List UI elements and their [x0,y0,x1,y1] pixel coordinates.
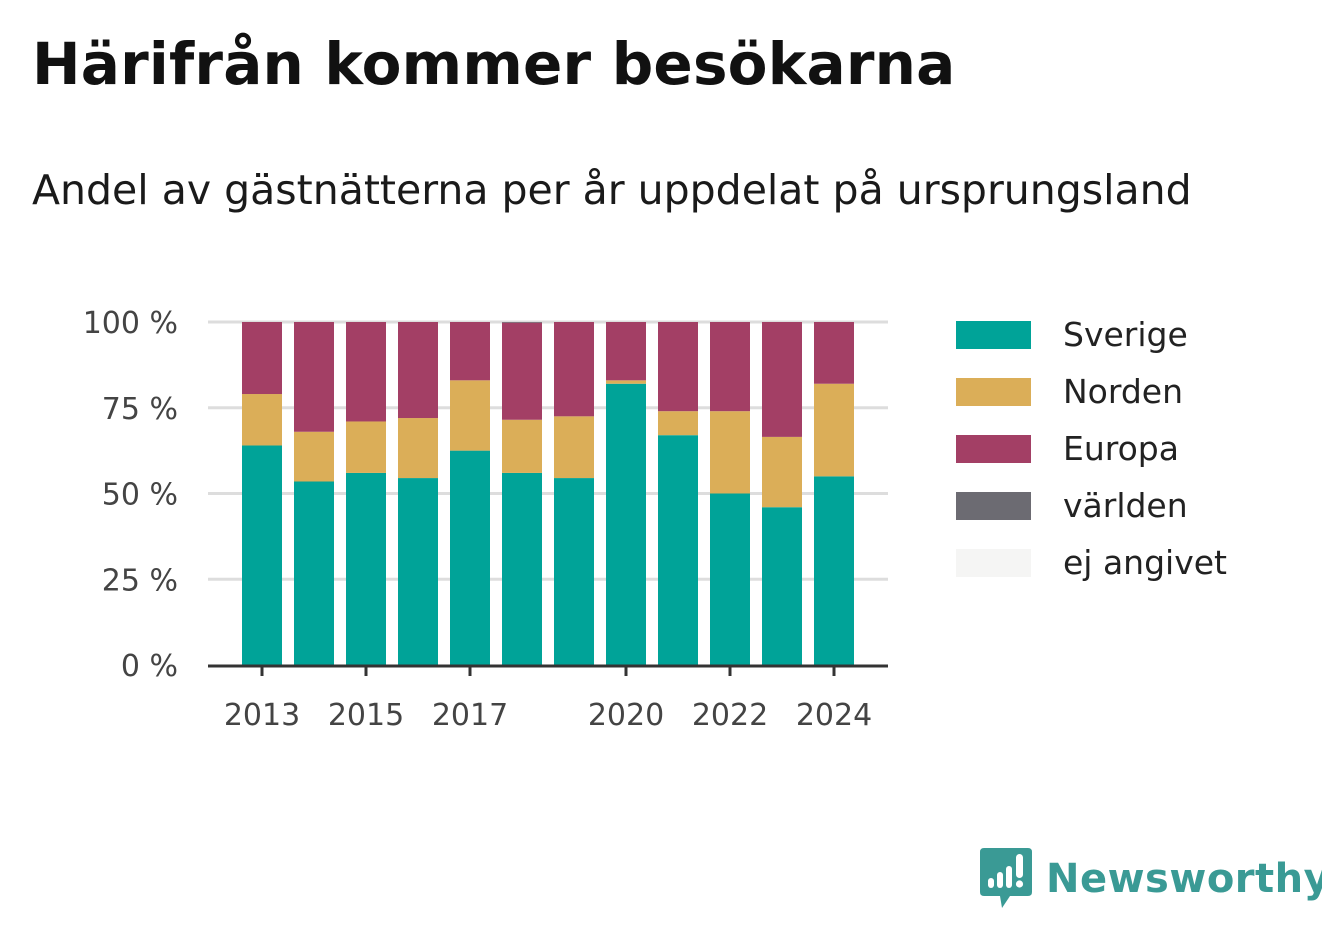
bar-segment-europa-2015 [346,322,386,422]
bar-segment-europa-2018 [502,322,542,420]
bar-segment-norden-2013 [242,394,282,446]
chart-subtitle: Andel av gästnätterna per år uppdelat på… [32,166,1192,214]
bar-segment-sverige-2015 [346,472,386,665]
bar-segment-europa-2020 [606,322,646,381]
x-tick-label: 2020 [588,698,664,733]
bar-segment-europa-2022 [710,322,750,412]
bar-segment-europa-2016 [398,322,438,419]
legend-swatch-sverige [956,320,1031,349]
bar-segment-europa-2019 [554,322,594,417]
bar-segment-norden-2022 [710,411,750,494]
bar-segment-norden-2023 [762,436,802,508]
bar-segment-sverige-2023 [762,507,802,665]
legend-swatch-europa [956,434,1031,463]
bar-segment-norden-2018 [502,419,542,473]
chart-legend: Sverige Norden Europa världen ej angivet [956,306,1227,591]
legend-label: ej angivet [1063,543,1227,582]
bar-segment-europa-2017 [450,322,490,381]
legend-label: Norden [1063,372,1184,411]
legend-item-sverige: Sverige [956,306,1227,363]
y-tick-label: 75 % [102,392,178,427]
x-tick-label: 2013 [224,698,300,733]
legend-item-ej-angivet: ej angivet [956,534,1227,591]
x-tick-label: 2017 [432,698,508,733]
bar-segment-sverige-2014 [294,481,334,665]
bar-chart-speech-bubble-icon [980,848,1032,908]
bar-segment-norden-2014 [294,431,334,482]
chart-title: Härifrån kommer besökarna [32,30,956,98]
bar-segment-norden-2015 [346,421,386,473]
bar-segment-norden-2020 [606,380,646,384]
legend-label: världen [1063,486,1188,525]
bar-segment-sverige-2016 [398,478,438,665]
bar-segment-norden-2024 [814,383,854,477]
legend-swatch-ej-angivet [956,548,1031,577]
y-tick-label: 50 % [102,478,178,513]
x-tick-label: 2024 [796,698,872,733]
x-tick-label: 2022 [692,698,768,733]
bar-segment-europa-2014 [294,322,334,432]
legend-label: Europa [1063,429,1179,468]
legend-item-europa: Europa [956,420,1227,477]
bar-segment-norden-2019 [554,416,594,479]
y-tick-label: 100 % [83,306,178,341]
brand-name: Newsworthy [1046,856,1322,902]
bar-segment-sverige-2022 [710,493,750,665]
legend-item-norden: Norden [956,363,1227,420]
x-tick-label: 2015 [328,698,404,733]
legend-swatch-varlden [956,491,1031,520]
bar-segment-europa-2013 [242,322,282,395]
legend-swatch-norden [956,377,1031,406]
bar-segment-sverige-2024 [814,476,854,665]
bar-segment-norden-2017 [450,380,490,451]
stacked-bar-chart: 0 % 25 % 50 % 75 % 100 % 2013 2015 2017 2020 2022… [83,306,888,733]
bar-segment-norden-2021 [658,411,698,436]
bar-segment-sverige-2017 [450,450,490,665]
bar-segment-sverige-2021 [658,435,698,665]
bar-segment-v-rlden-2018 [502,322,542,323]
bar-segment-europa-2024 [814,322,854,384]
bar-segment-sverige-2013 [242,445,282,665]
legend-label: Sverige [1063,315,1188,354]
y-tick-label: 0 % [121,649,178,684]
legend-item-varlden: världen [956,477,1227,534]
y-tick-label: 25 % [102,563,178,598]
bar-segment-sverige-2019 [554,478,594,665]
bar-segment-sverige-2020 [606,383,646,665]
bar-segment-norden-2016 [398,418,438,479]
newsworthy-logo: Newsworthy [980,848,1322,910]
bar-segment-europa-2021 [658,322,698,412]
bar-segment-europa-2023 [762,322,802,437]
bar-segment-sverige-2018 [502,472,542,665]
